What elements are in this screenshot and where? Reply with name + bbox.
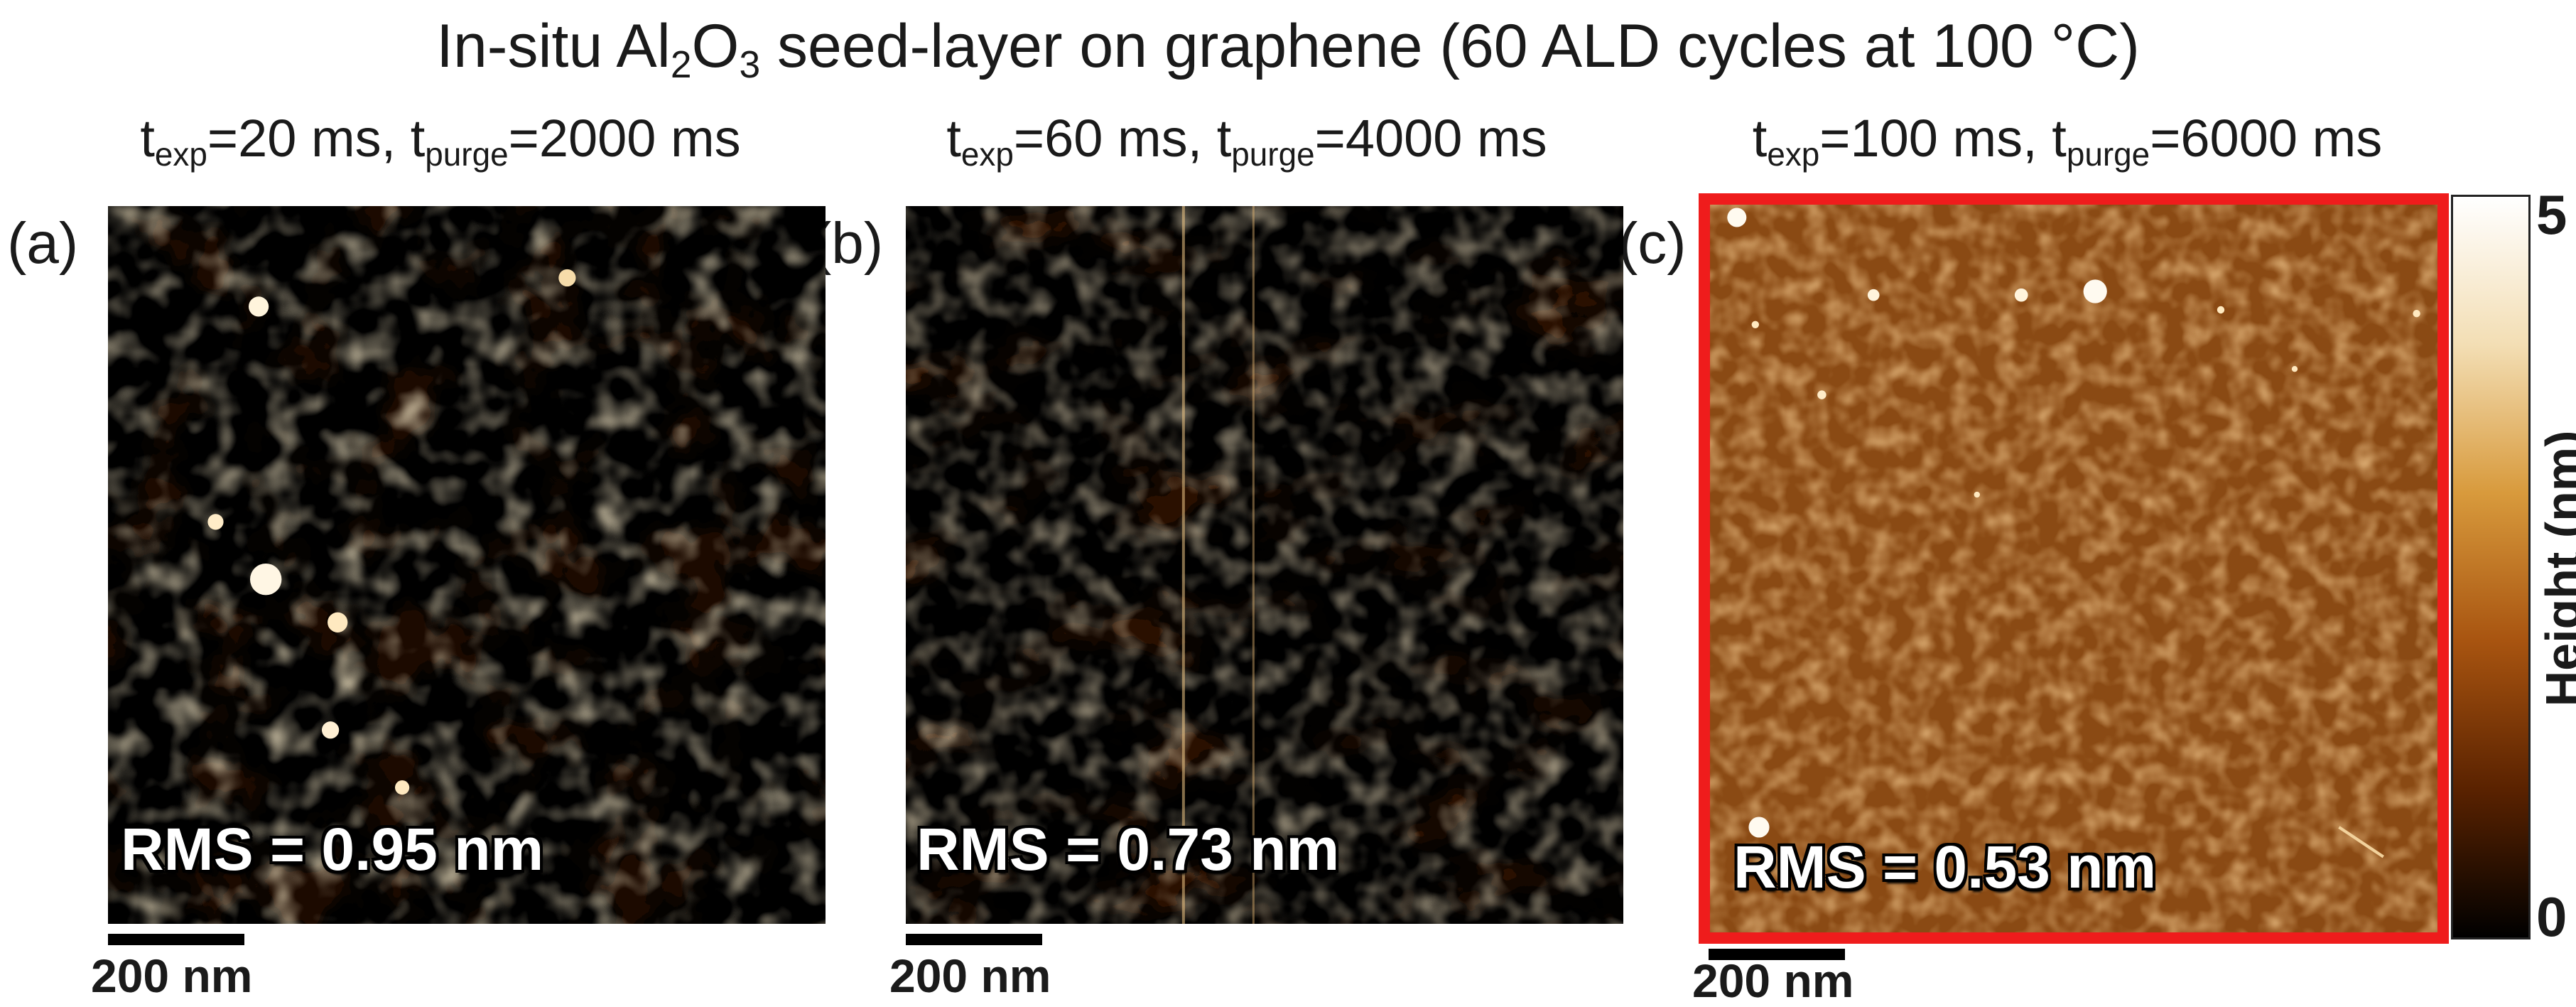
rms-label-b: RMS = 0.73 nm xyxy=(916,816,1340,883)
scale-label-a: 200 nm xyxy=(91,949,253,1002)
afm-image-a xyxy=(108,206,826,924)
colorbar-min-label: 0 xyxy=(2536,885,2567,948)
panel-a-conditions: texp=20 ms, tpurge=2000 ms xyxy=(140,109,741,173)
colorbar-axis-label: Height (nm) xyxy=(2536,430,2576,707)
figure-title: In-situ Al2O3 seed-layer on graphene (60… xyxy=(436,12,2140,86)
colorbar-max-label: 5 xyxy=(2536,183,2567,246)
panel-c-conditions: texp=100 ms, tpurge=6000 ms xyxy=(1752,109,2383,173)
afm-image-c xyxy=(1704,199,2442,938)
panel-b-conditions: texp=60 ms, tpurge=4000 ms xyxy=(946,109,1547,173)
scale-label-c: 200 nm xyxy=(1692,954,1854,1007)
rms-label-c: RMS = 0.53 nm xyxy=(1733,834,2157,900)
scale-label-b: 200 nm xyxy=(889,949,1051,1002)
height-colorbar xyxy=(2451,195,2531,939)
scale-bar-c xyxy=(1709,949,1845,960)
afm-image-b xyxy=(906,206,1623,924)
scale-bar-a xyxy=(108,934,244,945)
panel-a-label: (a) xyxy=(7,211,79,276)
panel-c-label: (c) xyxy=(1618,211,1687,276)
scale-bar-b xyxy=(906,934,1042,945)
rms-label-a: RMS = 0.95 nm xyxy=(121,816,544,883)
